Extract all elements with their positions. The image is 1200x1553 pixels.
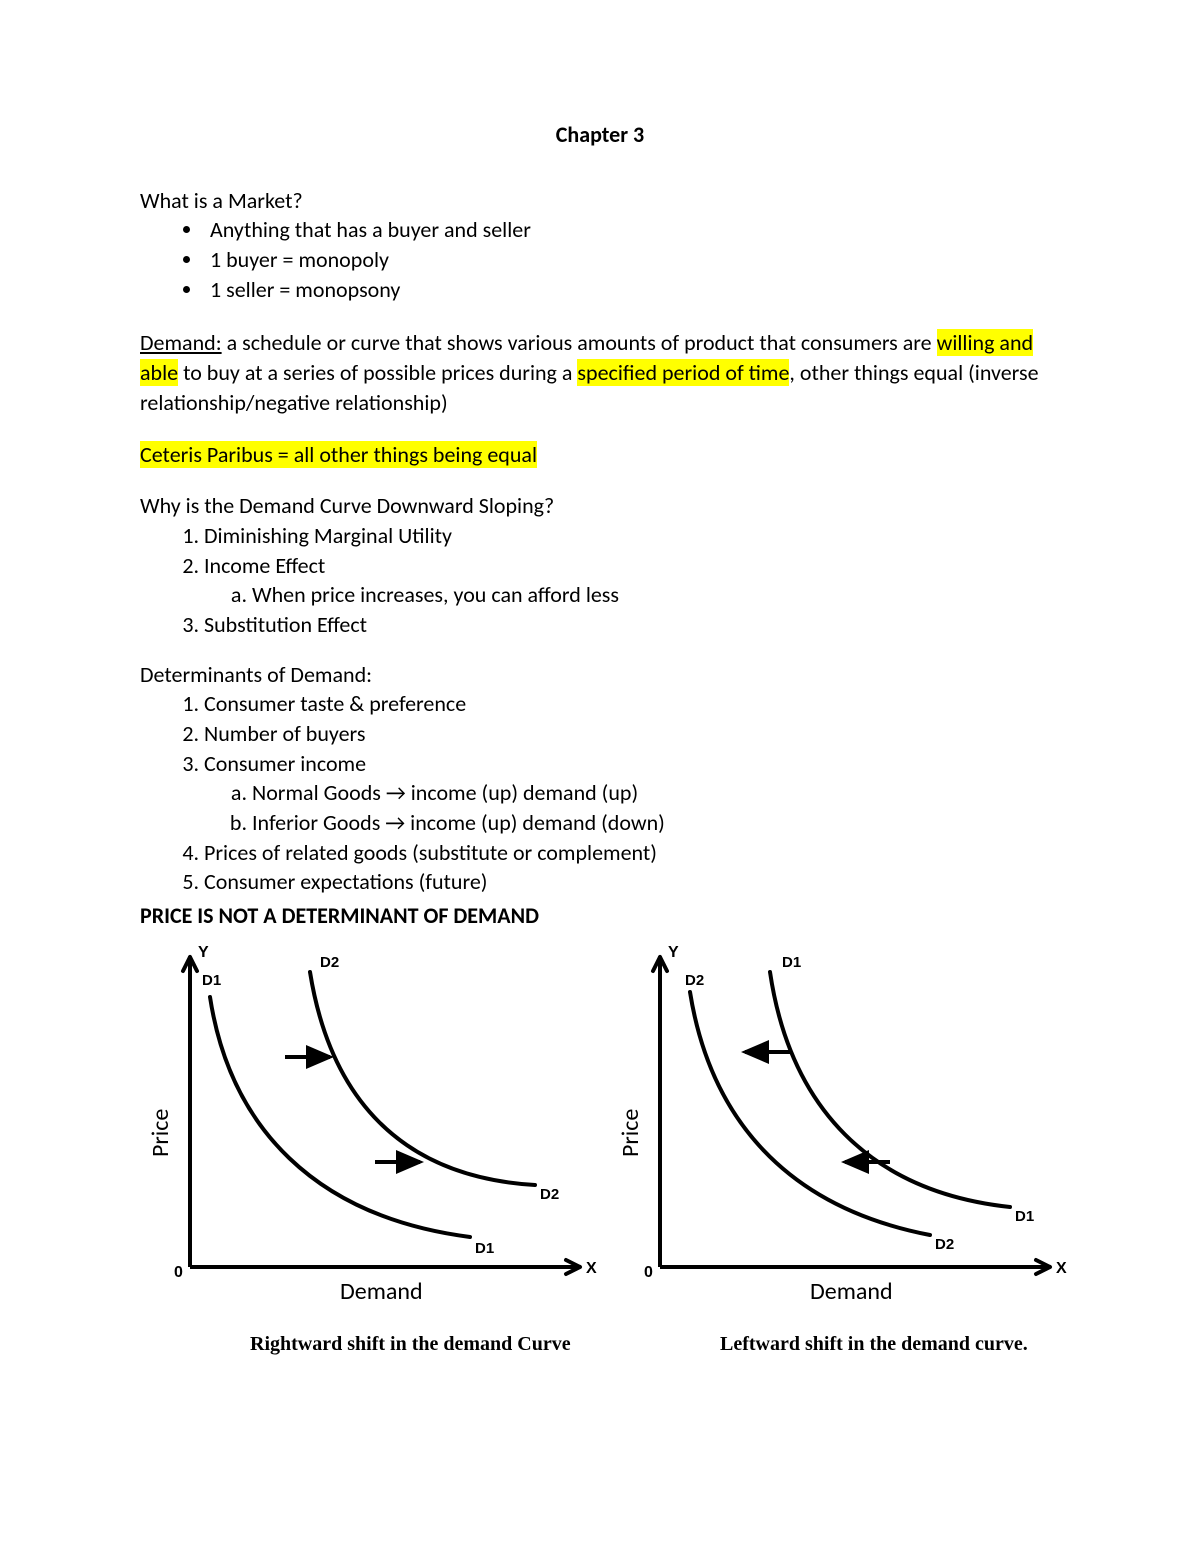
- svg-text:D2: D2: [540, 1186, 559, 1203]
- list-item: Inferior Goods → income (up) demand (dow…: [252, 808, 1060, 838]
- list-item: Normal Goods → income (up) demand (up): [252, 778, 1060, 808]
- demand-definition: Demand: a schedule or curve that shows v…: [140, 328, 1060, 417]
- chart-left: Y X 0 Price Demand D1 D2 D1 D2 Rightward shift i…: [140, 937, 600, 1357]
- page: Chapter 3 What is a Market? Anything tha…: [0, 0, 1200, 1553]
- text: Diminishing Marginal Utility: [204, 522, 452, 549]
- sub-list: When price increases, you can afford les…: [204, 580, 1060, 610]
- text: Substitution Effect: [204, 611, 367, 638]
- list-item: 1 buyer = monopoly: [204, 245, 1060, 275]
- svg-text:0: 0: [174, 1264, 183, 1281]
- market-heading: What is a Market?: [140, 186, 1060, 216]
- list-item: Number of buyers: [204, 719, 1060, 749]
- svg-text:Y: Y: [198, 944, 209, 961]
- svg-text:D2: D2: [320, 954, 339, 971]
- list-item: Substitution Effect: [204, 610, 1060, 640]
- market-bullets: Anything that has a buyer and seller 1 b…: [140, 215, 1060, 304]
- text: to buy at a series of possible prices du…: [178, 359, 577, 386]
- list-item: When price increases, you can afford les…: [252, 580, 1060, 610]
- determinants-list: Consumer taste & preference Number of bu…: [140, 689, 1060, 897]
- chart-caption-right: Leftward shift in the demand curve.: [610, 1331, 1070, 1357]
- list-item: 1 seller = monopsony: [204, 275, 1060, 305]
- demand-shift-right-chart: Y X 0 Price Demand D1 D2 D1 D2: [140, 937, 600, 1317]
- highlight: Ceteris Paribus = all other things being…: [140, 441, 537, 468]
- svg-text:0: 0: [644, 1264, 653, 1281]
- svg-text:D1: D1: [202, 972, 221, 989]
- charts-row: Y X 0 Price Demand D1 D2 D1 D2 Rightward shift i…: [140, 937, 1060, 1357]
- chart-right: Y X 0 Price Demand D1 D2 D1 D2 Leftward shift in…: [610, 937, 1070, 1357]
- text: Income Effect: [204, 552, 325, 579]
- svg-text:Demand: Demand: [340, 1277, 423, 1306]
- sub-list: Normal Goods → income (up) demand (up) I…: [204, 778, 1060, 837]
- svg-text:Price: Price: [616, 1108, 645, 1156]
- list-item: Diminishing Marginal Utility: [204, 521, 1060, 551]
- chapter-title: Chapter 3: [140, 120, 1060, 150]
- svg-text:Y: Y: [668, 944, 679, 961]
- svg-text:D1: D1: [475, 1240, 494, 1257]
- text: Consumer income: [204, 750, 366, 777]
- downward-list: Diminishing Marginal Utility Income Effe…: [140, 521, 1060, 640]
- price-not-determinant: PRICE IS NOT A DETERMINANT OF DEMAND: [140, 901, 1060, 931]
- svg-text:Demand: Demand: [810, 1277, 893, 1306]
- downward-heading: Why is the Demand Curve Downward Sloping…: [140, 491, 1060, 521]
- svg-text:D2: D2: [685, 972, 704, 989]
- list-item: Prices of related goods (substitute or c…: [204, 838, 1060, 868]
- demand-label: Demand:: [140, 329, 222, 356]
- list-item: Consumer expectations (future): [204, 867, 1060, 897]
- highlight: specified period of time: [577, 359, 789, 386]
- demand-shift-left-chart: Y X 0 Price Demand D1 D2 D1 D2: [610, 937, 1070, 1317]
- svg-text:D1: D1: [782, 954, 801, 971]
- text: a schedule or curve that shows various a…: [222, 329, 937, 356]
- list-item: Consumer taste & preference: [204, 689, 1060, 719]
- list-item: Income Effect When price increases, you …: [204, 551, 1060, 610]
- svg-text:X: X: [586, 1260, 597, 1277]
- svg-text:D1: D1: [1015, 1208, 1034, 1225]
- chart-caption-left: Rightward shift in the demand Curve: [140, 1331, 600, 1357]
- determinants-heading: Determinants of Demand:: [140, 660, 1060, 690]
- svg-text:Price: Price: [146, 1108, 175, 1156]
- svg-text:D2: D2: [935, 1236, 954, 1253]
- list-item: Consumer income Normal Goods → income (u…: [204, 749, 1060, 838]
- svg-text:X: X: [1056, 1260, 1067, 1277]
- ceteris-paribus: Ceteris Paribus = all other things being…: [140, 440, 1060, 470]
- list-item: Anything that has a buyer and seller: [204, 215, 1060, 245]
